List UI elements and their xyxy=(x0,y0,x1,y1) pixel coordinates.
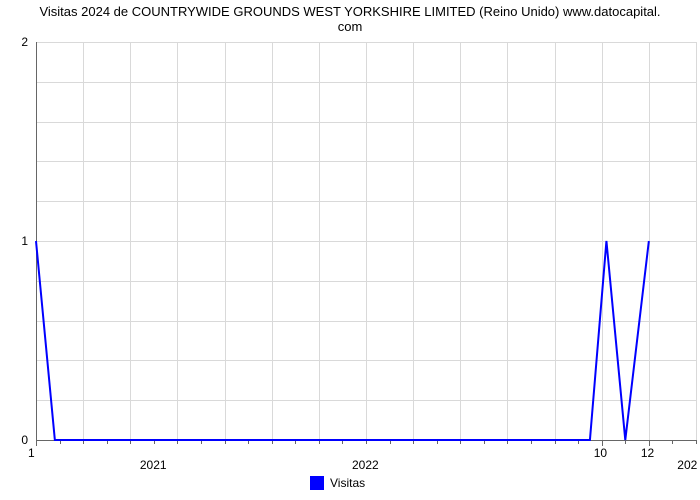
y-tick-label: 0 xyxy=(21,433,28,447)
x-tick-label: 12 xyxy=(641,446,654,460)
chart-container: Visitas 2024 de COUNTRYWIDE GROUNDS WEST… xyxy=(0,0,700,500)
x-minor-tick xyxy=(672,440,673,444)
y-tick-label: 2 xyxy=(21,35,28,49)
series-line xyxy=(36,42,696,440)
x-tick-label: 1 xyxy=(28,446,35,460)
legend-label: Visitas xyxy=(330,476,365,490)
x-major-tick xyxy=(36,440,37,446)
x-year-label: 2022 xyxy=(352,458,379,472)
x-minor-tick xyxy=(625,440,626,444)
legend-swatch xyxy=(310,476,324,490)
chart-title-line1: Visitas 2024 de COUNTRYWIDE GROUNDS WEST… xyxy=(0,4,700,19)
series-polyline xyxy=(36,241,649,440)
x-minor-tick xyxy=(696,440,697,444)
x-year-label: 2021 xyxy=(140,458,167,472)
chart-title: Visitas 2024 de COUNTRYWIDE GROUNDS WEST… xyxy=(0,4,700,34)
x-tick-label: 10 xyxy=(594,446,607,460)
plot-area: 0121101220212022202 xyxy=(36,42,696,440)
y-tick-label: 1 xyxy=(21,234,28,248)
grid-vertical xyxy=(696,42,697,440)
chart-title-line2: com xyxy=(0,19,700,34)
legend: Visitas xyxy=(310,476,365,490)
x-year-label: 202 xyxy=(677,458,697,472)
